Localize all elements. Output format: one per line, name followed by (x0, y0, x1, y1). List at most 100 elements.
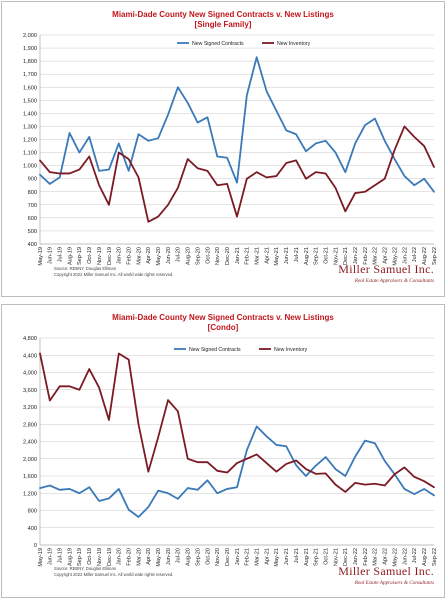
x-tick-label: Jan-20 (117, 247, 123, 264)
x-tick-label: Sep-19 (77, 247, 83, 265)
x-tick-label: May-20 (156, 548, 162, 567)
x-tick-label: Mar-21 (255, 548, 261, 566)
x-tick-label: Jun-21 (284, 548, 290, 565)
x-tick-label: Oct-21 (323, 548, 329, 565)
x-tick-label: Apr-20 (146, 548, 152, 565)
x-tick-label: Jul-22 (412, 548, 418, 563)
x-tick-label: Jan-22 (353, 548, 359, 565)
y-tick-label: 0 (34, 543, 37, 549)
series-line-inventory (39, 352, 435, 493)
source-note: Source: REBNY, Douglas Elliman (54, 566, 117, 571)
x-tick-label: Jun-21 (284, 247, 290, 264)
x-tick-label: Jul-20 (176, 247, 182, 262)
legend-label-inventory: New Inventory (277, 41, 311, 47)
x-tick-label: Sep-20 (195, 247, 201, 265)
x-tick-label: Dec-20 (225, 247, 231, 265)
x-tick-label: Sep-21 (314, 247, 320, 265)
y-tick-label: 2,400 (23, 440, 37, 446)
x-tick-label: Jun-22 (402, 548, 408, 565)
legend-label-inventory: New Inventory (274, 347, 308, 353)
series-line-contracts (39, 56, 435, 193)
x-tick-label: Jun-19 (48, 247, 54, 264)
y-tick-label: 500 (28, 229, 37, 235)
x-tick-label: May-21 (274, 548, 280, 567)
y-tick-label: 900 (28, 177, 37, 183)
x-tick-label: May-21 (274, 247, 280, 266)
y-tick-label: 400 (28, 242, 37, 248)
x-tick-label: Mar-20 (136, 247, 142, 265)
copyright-note: Copyright 2022 Miller Samuel Inc. All wo… (54, 572, 173, 577)
x-tick-label: Sep-22 (432, 247, 438, 265)
x-tick-label: Dec-19 (107, 247, 113, 265)
x-tick-label: Mar-20 (136, 548, 142, 566)
x-tick-label: Aug-20 (186, 247, 192, 265)
y-tick-label: 800 (28, 509, 37, 515)
x-tick-label: Oct-21 (323, 247, 329, 264)
chart-condo: Miami-Dade County New Signed Contracts v… (23, 313, 438, 586)
x-tick-label: Feb-21 (245, 247, 251, 265)
copyright-note: Copyright 2022 Miller Samuel Inc. All wo… (54, 272, 173, 277)
y-tick-label: 1,500 (23, 98, 37, 104)
legend-label-contracts: New Signed Contracts (189, 347, 241, 353)
x-tick-label: May-19 (38, 548, 44, 567)
chart-panel-single-family: Miami-Dade County New Signed Contracts v… (1, 1, 445, 297)
x-tick-label: Sep-21 (314, 548, 320, 566)
x-tick-label: Feb-21 (245, 548, 251, 566)
x-tick-label: Aug-21 (304, 548, 310, 566)
y-tick-label: 4,000 (23, 371, 37, 377)
series-line-contracts (39, 425, 435, 518)
y-tick-label: 800 (28, 190, 37, 196)
x-tick-label: Apr-20 (146, 247, 152, 264)
x-tick-label: Aug-19 (67, 247, 73, 265)
x-tick-label: Jan-22 (353, 247, 359, 264)
y-tick-label: 4,800 (23, 336, 37, 342)
y-tick-label: 400 (28, 526, 37, 532)
x-tick-label: Apr-21 (264, 548, 270, 565)
x-tick-label: Oct-19 (87, 548, 93, 565)
legend-label-contracts: New Signed Contracts (192, 41, 244, 47)
x-tick-label: Aug-19 (67, 548, 73, 566)
y-tick-label: 2,000 (23, 457, 37, 463)
x-tick-label: Jun-20 (166, 247, 172, 264)
y-tick-label: 1,700 (23, 72, 37, 78)
x-tick-label: Jul-20 (176, 548, 182, 563)
x-tick-label: Oct-20 (205, 548, 211, 565)
x-tick-label: Nov-20 (215, 548, 221, 566)
x-tick-label: Dec-21 (343, 548, 349, 566)
x-tick-label: Jan-21 (235, 548, 241, 565)
x-tick-label: Mar-22 (373, 548, 379, 566)
x-tick-label: Jan-20 (117, 548, 123, 565)
y-tick-label: 1,600 (23, 474, 37, 480)
x-tick-label: Jun-22 (402, 247, 408, 264)
brand-logo-tagline: Real Estate Appraisers & Consultants (354, 580, 434, 586)
x-tick-label: Jun-20 (166, 548, 172, 565)
y-tick-label: 4,400 (23, 353, 37, 359)
y-tick-label: 1,000 (23, 164, 37, 170)
x-tick-label: Jul-19 (58, 247, 64, 262)
y-tick-label: 1,600 (23, 85, 37, 91)
y-tick-label: 2,800 (23, 422, 37, 428)
x-tick-label: Feb-20 (126, 548, 132, 566)
chart-title: Miami-Dade County New Signed Contracts v… (112, 10, 334, 19)
x-tick-label: Jul-19 (58, 548, 64, 563)
y-tick-label: 1,900 (23, 46, 37, 52)
x-tick-label: Jul-21 (294, 247, 300, 262)
x-tick-label: Nov-19 (97, 548, 103, 566)
chart-panel-condo: Miami-Dade County New Signed Contracts v… (1, 304, 445, 598)
x-tick-label: Apr-22 (383, 247, 389, 264)
x-tick-label: Feb-20 (126, 247, 132, 265)
x-tick-label: Aug-22 (422, 548, 428, 566)
x-tick-label: May-22 (392, 548, 398, 567)
x-tick-label: Sep-22 (432, 548, 438, 566)
chart-subtitle: [Single Family] (195, 20, 252, 29)
legend: New Signed Contracts New Inventory (174, 347, 308, 353)
legend: New Signed Contracts New Inventory (177, 41, 311, 47)
source-note: Source: REBNY, Douglas Elliman (54, 266, 117, 271)
y-tick-label: 1,200 (23, 138, 37, 144)
y-tick-label: 1,300 (23, 124, 37, 130)
x-tick-label: May-19 (38, 247, 44, 266)
y-tick-label: 1,100 (23, 151, 37, 157)
x-tick-label: Nov-19 (97, 247, 103, 265)
x-tick-label: Aug-20 (186, 548, 192, 566)
x-tick-label: Sep-19 (77, 548, 83, 566)
